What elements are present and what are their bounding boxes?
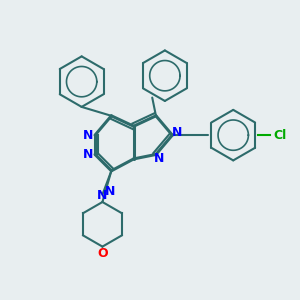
Text: N: N — [154, 152, 164, 165]
Text: N: N — [83, 148, 94, 161]
Text: N: N — [97, 189, 108, 202]
Text: Cl: Cl — [273, 129, 286, 142]
Text: N: N — [172, 126, 182, 139]
Text: O: O — [97, 247, 108, 260]
Text: N: N — [105, 185, 115, 198]
Text: N: N — [83, 129, 94, 142]
